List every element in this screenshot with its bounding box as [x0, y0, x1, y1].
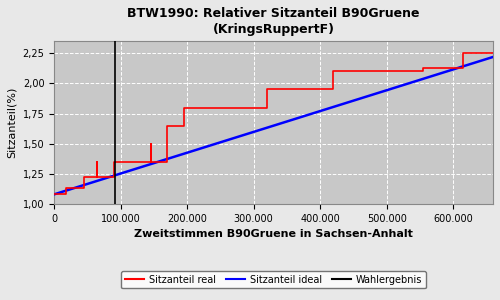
Y-axis label: Sitzanteil(%): Sitzanteil(%)	[7, 87, 17, 158]
X-axis label: Zweitstimmen B90Gruene in Sachsen-Anhalt: Zweitstimmen B90Gruene in Sachsen-Anhalt	[134, 229, 413, 239]
Legend: Sitzanteil real, Sitzanteil ideal, Wahlergebnis: Sitzanteil real, Sitzanteil ideal, Wahle…	[121, 271, 426, 289]
Title: BTW1990: Relativer Sitzanteil B90Gruene
(KringsRuppertF): BTW1990: Relativer Sitzanteil B90Gruene …	[128, 7, 420, 36]
